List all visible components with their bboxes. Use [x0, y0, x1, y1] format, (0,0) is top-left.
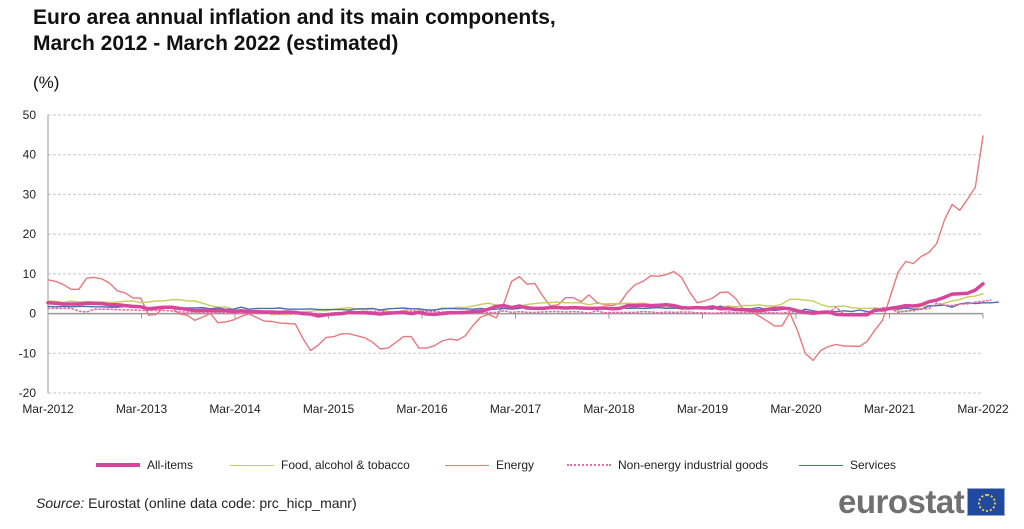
legend-swatch: [799, 464, 843, 466]
eurostat-logo: eurostat: [838, 483, 1006, 520]
x-tick-label: Mar-2019: [677, 402, 729, 416]
source-text: Eurostat (online data code: prc_hicp_man…: [84, 495, 357, 511]
legend-swatch: [445, 464, 489, 466]
x-tick-label: Mar-2018: [583, 402, 635, 416]
gridlines: [48, 114, 983, 394]
unit-label: (%): [33, 73, 60, 92]
chart-title: Euro area annual inflation and its main …: [33, 5, 556, 57]
x-tick-label: Mar-2022: [957, 402, 1009, 416]
source-note: Source: Eurostat (online data code: prc_…: [36, 495, 357, 511]
logo-text: eurostat: [838, 483, 965, 520]
series-line-energy: [47, 135, 984, 362]
x-tick-label: Mar-2020: [770, 402, 822, 416]
y-tick-label: 0: [29, 307, 36, 321]
x-axis-ticks: Mar-2012 Mar-2013 Mar-2014 Mar-2015 Mar-2016…: [22, 313, 1009, 416]
legend-item: All-items: [96, 456, 193, 474]
x-tick-label: Mar-2014: [209, 402, 261, 416]
x-tick-label: Mar-2017: [490, 402, 542, 416]
legend-label: Services: [850, 458, 897, 472]
x-tick-label: Mar-2013: [116, 402, 168, 416]
y-tick-label: 40: [23, 148, 37, 162]
series-group: [46, 135, 1000, 362]
x-tick-label: Mar-2021: [864, 402, 916, 416]
series-line-all-items: [46, 282, 985, 318]
chart-title-line2: March 2012 - March 2022 (estimated): [33, 32, 399, 55]
legend-label: All-items: [147, 458, 194, 472]
legend: All-items Food, alcohol & tobacco Energy No…: [0, 456, 1024, 476]
y-tick-label: -10: [19, 346, 37, 360]
eu-flag-icon: [967, 488, 1006, 516]
y-tick-label: 50: [23, 108, 37, 122]
axes: [47, 115, 983, 393]
legend-swatch: [230, 464, 274, 466]
x-tick-label: Mar-2012: [22, 402, 74, 416]
legend-item: Services: [799, 456, 896, 474]
legend-swatch: [567, 464, 611, 466]
x-tick-label: Mar-2016: [396, 402, 448, 416]
y-axis-ticks: -20 -10 0 10 20 30 40 50: [19, 108, 37, 400]
x-tick-label: Mar-2015: [303, 402, 355, 416]
chart-title-line1: Euro area annual inflation and its main …: [33, 6, 556, 29]
legend-label: Non-energy industrial goods: [618, 458, 769, 472]
legend-swatch: [96, 463, 140, 467]
legend-item: Food, alcohol & tobacco: [230, 456, 410, 474]
y-tick-label: 10: [23, 267, 37, 281]
legend-label: Energy: [496, 458, 535, 472]
series-line-non-energy-industrial-goods: [47, 299, 992, 316]
legend-label: Food, alcohol & tobacco: [281, 458, 410, 472]
source-label: Source:: [36, 495, 85, 511]
y-tick-label: -20: [19, 386, 37, 400]
legend-item: Non-energy industrial goods: [567, 456, 768, 474]
y-tick-label: 30: [23, 187, 37, 201]
y-tick-label: 20: [23, 227, 37, 241]
legend-item: Energy: [445, 456, 534, 474]
